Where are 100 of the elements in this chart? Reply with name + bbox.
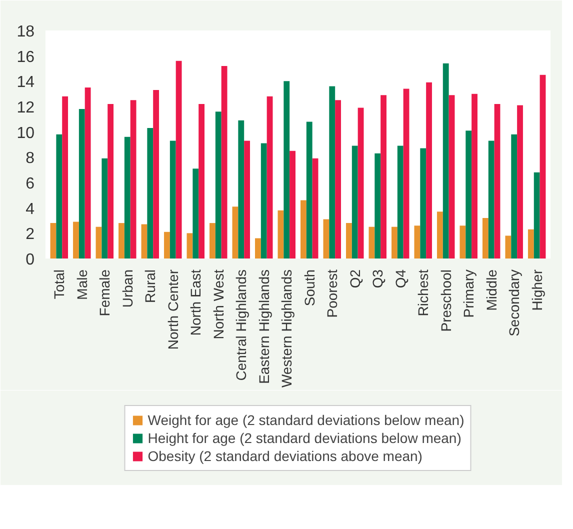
legend-label: Obesity (2 standard deviations above mean) (148, 448, 422, 464)
x-tick-label: Secondary (506, 269, 522, 336)
bar (380, 95, 386, 258)
bar (528, 229, 534, 258)
bar (130, 100, 136, 258)
bar (352, 146, 358, 258)
bar (84, 88, 91, 258)
y-tick-label: 10 (16, 124, 35, 142)
bar (62, 96, 68, 258)
y-tick-label: 8 (26, 150, 35, 168)
bar (442, 63, 449, 258)
bar (472, 94, 478, 258)
bar (164, 232, 170, 258)
bar (266, 96, 273, 258)
bar (215, 112, 222, 258)
bar (176, 60, 182, 258)
x-tick-label: Middle (483, 269, 500, 311)
y-tick-label: 4 (26, 200, 35, 218)
x-tick-label: Richest (415, 269, 432, 316)
x-tick-label: South (301, 269, 318, 306)
legend-label: Weight for age (2 standard deviations below mean) (148, 412, 464, 428)
bar (391, 226, 398, 258)
bar (78, 109, 85, 258)
bar (505, 236, 512, 258)
x-tick-label: Eastern Highlands (256, 269, 272, 384)
bar (170, 140, 176, 258)
bar (494, 104, 500, 258)
x-tick-label: Total (51, 269, 68, 300)
bar (414, 226, 420, 258)
bar (426, 82, 432, 258)
legend-label: Height for age (2 standard deviations below mean) (148, 430, 462, 446)
bar (244, 140, 250, 258)
x-tick-label: Male (74, 269, 90, 300)
bar (517, 105, 523, 258)
x-tick-label: Urban (119, 269, 136, 308)
bar (124, 136, 130, 258)
y-tick-label: 14 (16, 74, 35, 92)
bar (420, 148, 426, 258)
x-tick-label: Preschool (438, 269, 454, 332)
bar (323, 219, 330, 258)
bar (534, 172, 540, 258)
bar (284, 81, 290, 258)
bar (300, 200, 306, 258)
x-tick-label: Higher (528, 269, 545, 311)
bar (346, 223, 352, 258)
bar (403, 88, 410, 258)
bar (198, 104, 205, 258)
y-tick-label: 16 (16, 48, 35, 66)
bar (232, 206, 238, 258)
bar (255, 238, 261, 258)
x-tick-label: Q2 (346, 269, 363, 288)
bar (488, 140, 494, 258)
bar (329, 86, 336, 258)
x-tick-label: North West (210, 269, 226, 340)
bar (436, 212, 443, 258)
bar (460, 226, 466, 258)
x-tick-label: Rural (142, 269, 158, 303)
y-tick-label: 2 (26, 226, 35, 244)
bar (397, 146, 404, 258)
bar (141, 224, 148, 258)
bar (50, 223, 56, 258)
bar (238, 120, 244, 258)
bar (482, 218, 488, 258)
bar (290, 150, 296, 258)
x-tick-label: Q3 (370, 269, 386, 288)
bar (306, 122, 312, 258)
bar (118, 223, 124, 258)
x-tick-label: North Center (164, 269, 181, 350)
y-tick-label: 0 (26, 252, 35, 268)
x-tick-label: Female (96, 269, 113, 316)
x-tick-label: Q4 (392, 269, 408, 288)
bar (73, 222, 79, 258)
bar (335, 100, 341, 258)
bar (448, 95, 455, 258)
bar (260, 143, 267, 258)
x-tick-label: Central Highlands (233, 269, 250, 381)
bar (147, 128, 154, 258)
bar (374, 153, 381, 258)
bar (511, 134, 518, 258)
y-tick-label: 12 (16, 100, 35, 116)
bar (96, 226, 102, 258)
x-tick-label: Poorest (324, 269, 340, 318)
bar (278, 210, 284, 258)
bar (210, 223, 216, 258)
bar (368, 226, 375, 258)
bar (192, 168, 199, 258)
x-tick-label: Primary (460, 269, 477, 318)
bar (358, 108, 364, 258)
bar (466, 130, 472, 258)
x-tick-label: Western Highlands (278, 269, 295, 388)
x-tick-label: North East (188, 269, 204, 336)
bar (312, 158, 318, 258)
bar (540, 74, 546, 258)
bar (186, 233, 193, 258)
y-tick-label: 6 (26, 176, 35, 192)
bar (102, 158, 108, 258)
y-tick-label: 18 (16, 24, 35, 40)
bar (221, 66, 228, 258)
bar (153, 90, 160, 258)
bar (108, 104, 114, 258)
